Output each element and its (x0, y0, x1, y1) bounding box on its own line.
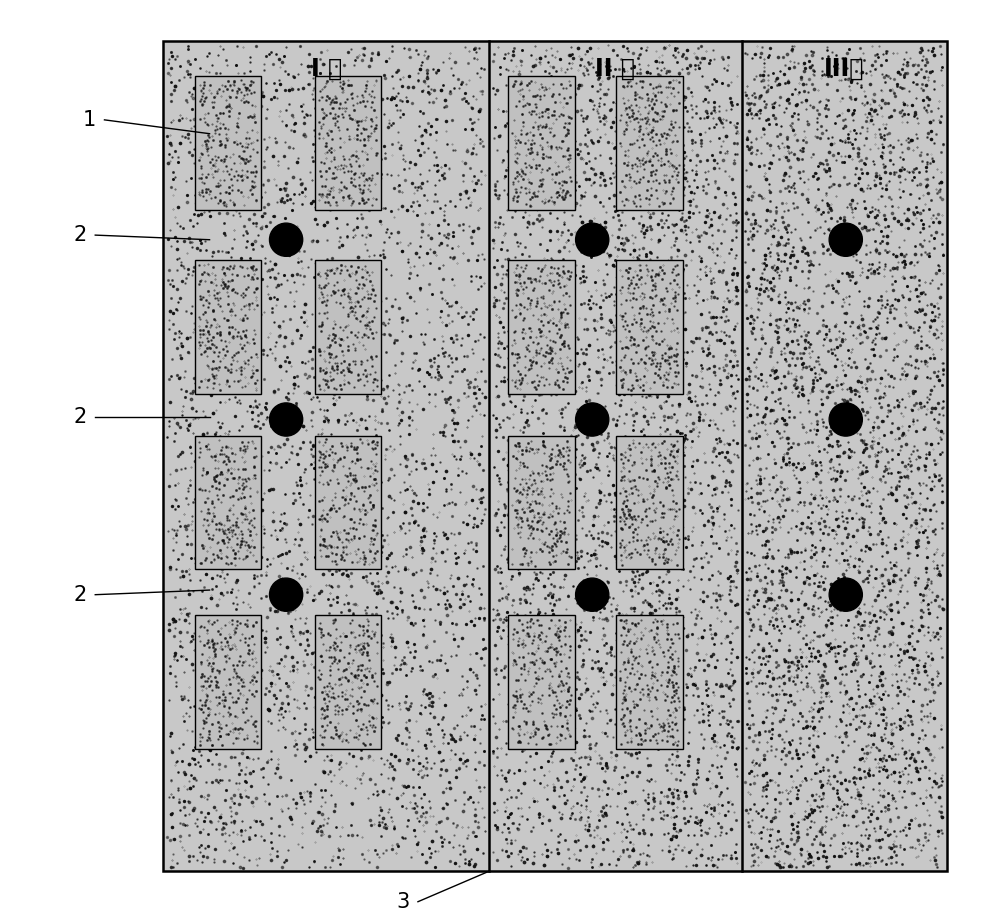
Circle shape (576, 578, 609, 611)
Bar (508, 616, 575, 749)
Text: 3: 3 (397, 892, 410, 912)
Bar (163, 41, 489, 871)
Bar (508, 436, 575, 569)
Bar (489, 41, 742, 871)
Bar (195, 616, 261, 749)
Text: I 区: I 区 (311, 57, 342, 81)
Bar (195, 261, 261, 395)
Bar (163, 41, 947, 871)
Bar (315, 616, 381, 749)
Bar (315, 261, 381, 395)
Bar (195, 436, 261, 569)
Bar (315, 436, 381, 569)
Text: III区: III区 (824, 57, 865, 81)
Bar (195, 77, 261, 210)
Bar (315, 77, 381, 210)
Bar (616, 616, 683, 749)
Circle shape (829, 578, 862, 611)
Circle shape (270, 223, 303, 256)
Bar (616, 436, 683, 569)
Text: II 区: II 区 (595, 57, 635, 81)
Circle shape (270, 578, 303, 611)
Bar (742, 41, 947, 871)
Bar (508, 77, 575, 210)
Bar (616, 77, 683, 210)
Bar (508, 261, 575, 395)
Circle shape (829, 403, 862, 436)
Text: 2: 2 (74, 407, 87, 427)
Text: 2: 2 (74, 585, 87, 605)
Bar (616, 261, 683, 395)
Text: 1: 1 (83, 110, 96, 130)
Circle shape (576, 403, 609, 436)
Circle shape (576, 223, 609, 256)
Circle shape (829, 223, 862, 256)
Circle shape (270, 403, 303, 436)
Text: 2: 2 (74, 225, 87, 245)
